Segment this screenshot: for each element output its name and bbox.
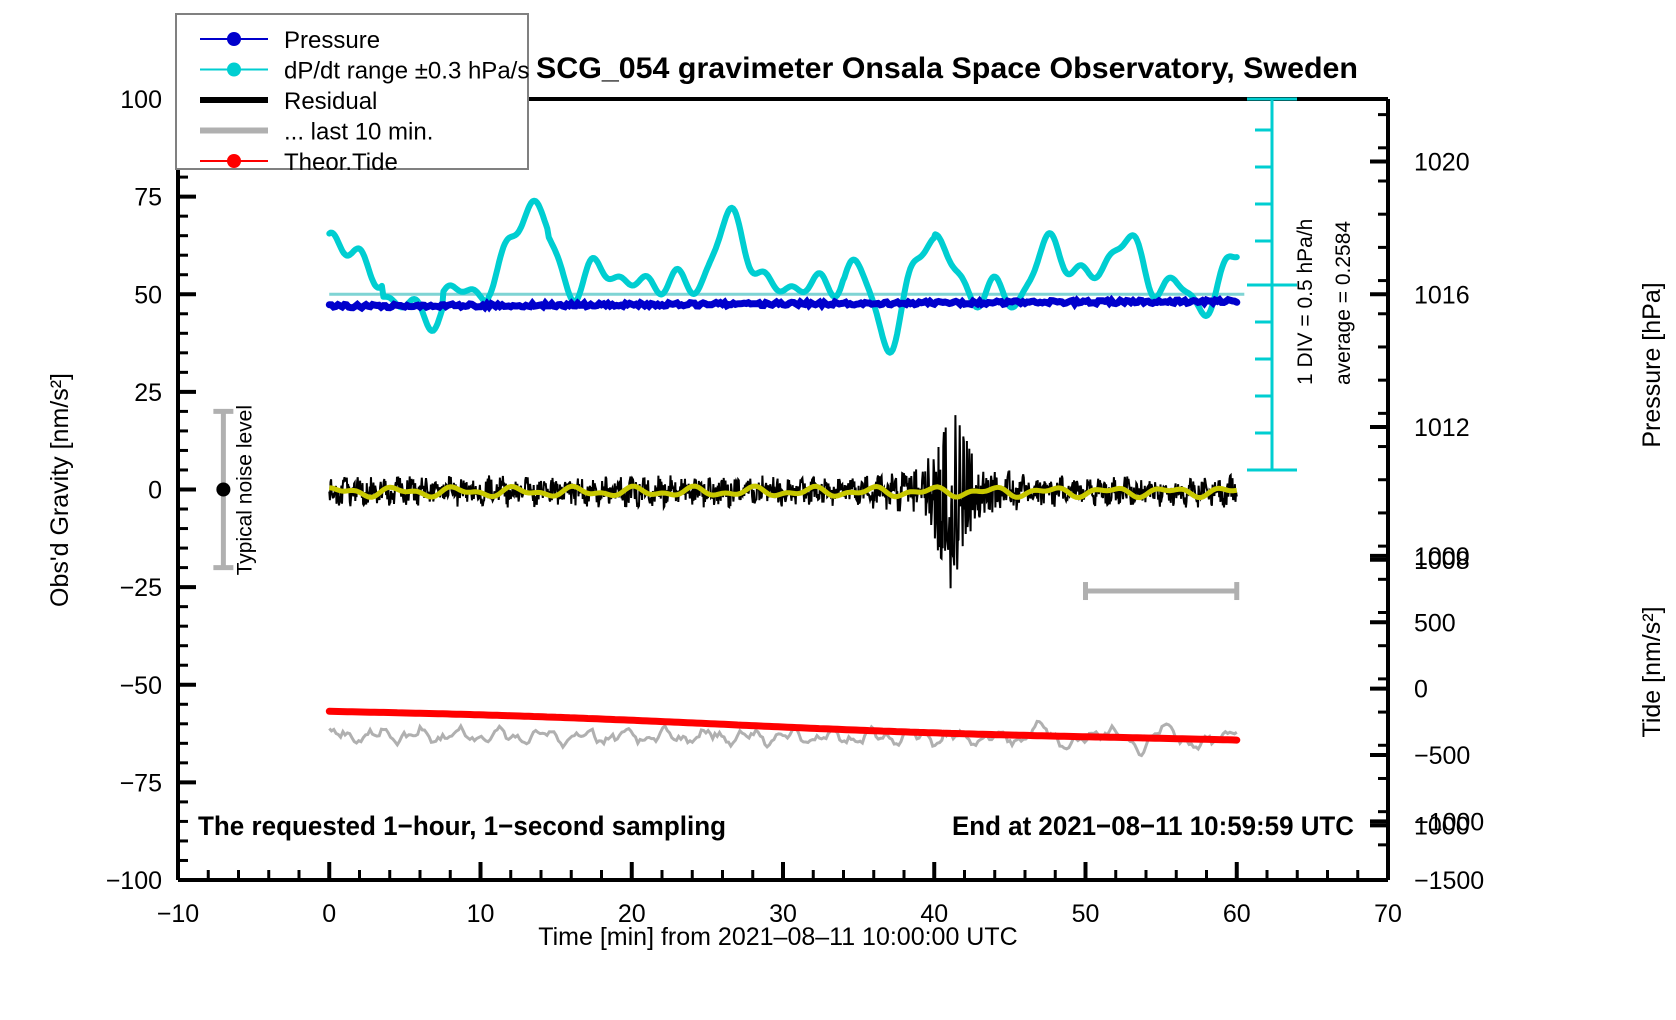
svg-text:20: 20 <box>618 900 646 928</box>
svg-text:−50: −50 <box>120 672 162 700</box>
legend-item-label: Theor.Tide <box>284 149 398 176</box>
svg-text:−25: −25 <box>120 574 162 602</box>
typical-noise-level-indicator: Typical noise level <box>213 405 256 575</box>
svg-text:75: 75 <box>134 184 162 212</box>
svg-text:40: 40 <box>920 900 948 928</box>
svg-text:1008: 1008 <box>1414 547 1470 575</box>
legend-item[interactable]: Residual <box>200 88 377 115</box>
svg-text:10: 10 <box>467 900 495 928</box>
data-traces <box>325 197 1245 758</box>
legend-item-label: Residual <box>284 88 377 115</box>
svg-text:−75: −75 <box>120 769 162 797</box>
tide-axis: 1000 500 0 −500 −1000 −1500 <box>1370 543 1484 895</box>
left-axis: 100 75 50 25 0 −25 −50 −75 −100 <box>106 86 196 895</box>
x-axis-title: Time [min] from 2021–08–11 10:00:00 UTC <box>538 923 1017 951</box>
legend-item-label: ... last 10 min. <box>284 119 433 146</box>
average-label: average = 0.2584 <box>1332 221 1355 385</box>
legend-marker <box>227 62 241 77</box>
dpdt-div-scale: 1 DIV = 0.5 hPa/h average = 0.2584 <box>1247 97 1355 472</box>
legend-item[interactable]: Theor.Tide <box>200 149 398 176</box>
svg-text:0: 0 <box>148 477 162 505</box>
svg-text:100: 100 <box>120 86 162 114</box>
svg-text:−500: −500 <box>1414 742 1470 770</box>
legend-item-label: dP/dt range ±0.3 hPa/s <box>284 58 529 85</box>
legend-item-label: Pressure <box>284 27 380 54</box>
typical-noise-level-label: Typical noise level <box>233 405 256 575</box>
bottom-axis: −10 0 10 20 30 40 50 60 70 <box>157 862 1402 928</box>
y-axis-title: Obs'd Gravity [nm/s²] <box>46 373 74 607</box>
legend-marker <box>227 154 241 168</box>
svg-text:1020: 1020 <box>1414 148 1470 176</box>
svg-text:70: 70 <box>1374 900 1402 928</box>
legend-item[interactable]: ... last 10 min. <box>200 119 433 146</box>
svg-text:1000: 1000 <box>1414 812 1470 840</box>
svg-text:0: 0 <box>322 900 336 928</box>
svg-text:1016: 1016 <box>1414 281 1470 309</box>
svg-text:0: 0 <box>1414 676 1428 704</box>
pressure-axis-title: Pressure [hPa] <box>1638 282 1666 447</box>
legend-marker <box>227 32 241 46</box>
svg-text:60: 60 <box>1223 900 1251 928</box>
end-time-note: End at 2021−08−11 10:59:59 UTC <box>952 811 1354 841</box>
legend-items: Pressure dP/dt range ±0.3 hPa/s Residual..… <box>200 27 529 176</box>
sampling-note: The requested 1−hour, 1−second sampling <box>198 811 726 841</box>
last-10-min-bar <box>1083 582 1240 601</box>
svg-text:50: 50 <box>134 281 162 309</box>
svg-text:500: 500 <box>1414 609 1456 637</box>
page-title: SCG_054 gravimeter Onsala Space Observat… <box>536 52 1358 85</box>
svg-text:−1500: −1500 <box>1414 867 1484 895</box>
div-scale-label: 1 DIV = 0.5 hPa/h <box>1294 219 1317 385</box>
svg-text:1012: 1012 <box>1414 414 1470 442</box>
svg-text:−10: −10 <box>157 900 199 928</box>
svg-text:25: 25 <box>134 379 162 407</box>
svg-text:50: 50 <box>1072 900 1100 928</box>
svg-text:30: 30 <box>769 900 797 928</box>
svg-text:−100: −100 <box>106 867 162 895</box>
tide-axis-title: Tide [nm/s²] <box>1638 606 1666 737</box>
legend-item[interactable]: Pressure <box>200 27 380 54</box>
legend-item[interactable]: dP/dt range ±0.3 hPa/s <box>200 58 529 85</box>
svg-text:−1000: −1000 <box>1414 808 1484 836</box>
legend[interactable]: Pressure dP/dt range ±0.3 hPa/s Residual..… <box>175 13 529 176</box>
svg-text:1000: 1000 <box>1414 543 1470 571</box>
